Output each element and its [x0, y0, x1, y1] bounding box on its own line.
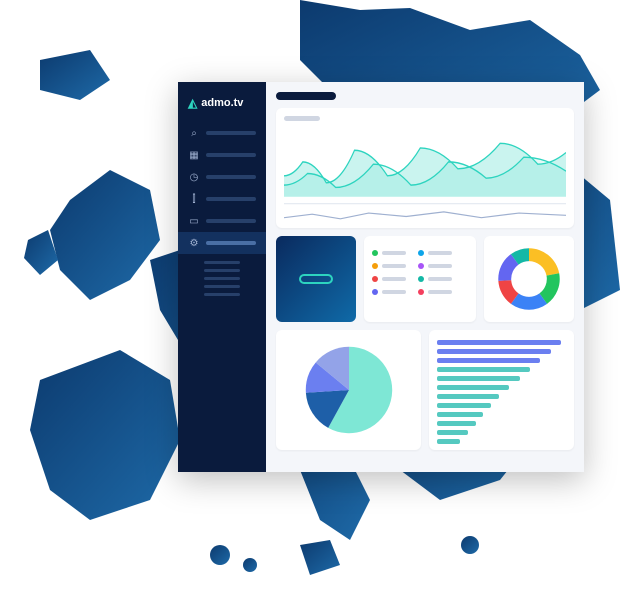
pie-card [276, 330, 421, 450]
area-chart-card [276, 108, 574, 228]
brand: ◭ admo.tv [178, 92, 266, 122]
legend-item [372, 250, 406, 256]
sidebar-item-search[interactable]: ⌕ [178, 122, 266, 144]
sidebar-item-chart[interactable]: ⫿ [178, 188, 266, 210]
legend-item [418, 276, 452, 282]
hbar [437, 394, 499, 399]
hbar [437, 421, 476, 426]
hbar [437, 358, 540, 363]
legend-item [418, 263, 452, 269]
pie-chart [304, 345, 394, 435]
sidebar-item-clock[interactable]: ◷ [178, 166, 266, 188]
metric-chip [299, 274, 333, 284]
brand-logo-icon: ◭ [188, 96, 197, 110]
hbar [437, 349, 551, 354]
sidebar-item-gear[interactable]: ⚙ [178, 232, 266, 254]
donut-chart [497, 247, 561, 311]
legend-item [372, 263, 406, 269]
metric-tile[interactable] [276, 236, 356, 322]
legend-card [364, 236, 476, 322]
clock-icon: ◷ [188, 171, 200, 183]
hbar [437, 412, 483, 417]
monitor-icon: ▭ [188, 215, 200, 227]
dashboard-window: ◭ admo.tv ⌕ ▦ ◷ ⫿ ▭ ⚙ [178, 82, 584, 472]
brand-name: admo.tv [201, 97, 243, 109]
sidebar-item-monitor[interactable]: ▭ [178, 210, 266, 232]
sidebar-item-grid[interactable]: ▦ [178, 144, 266, 166]
hbar [437, 385, 509, 390]
main-panel [266, 82, 584, 472]
chart-icon: ⫿ [188, 193, 200, 205]
sidebar: ◭ admo.tv ⌕ ▦ ◷ ⫿ ▭ ⚙ [178, 82, 266, 472]
grid-icon: ▦ [188, 149, 200, 161]
sidebar-subitem[interactable] [204, 285, 240, 288]
hbar [437, 403, 491, 408]
sidebar-subitem[interactable] [204, 261, 240, 264]
gear-icon: ⚙ [188, 237, 200, 249]
hbar [437, 376, 520, 381]
sidebar-subitem[interactable] [204, 269, 240, 272]
legend-item [418, 250, 452, 256]
page-title [276, 92, 336, 100]
sidebar-subitem[interactable] [204, 277, 240, 280]
search-icon: ⌕ [188, 127, 200, 139]
hbar [437, 340, 561, 345]
legend-item [418, 289, 452, 295]
sidebar-subitem[interactable] [204, 293, 240, 296]
legend-item [372, 276, 406, 282]
legend-item [372, 289, 406, 295]
sidebar-subnav [178, 254, 266, 303]
hbar [437, 430, 468, 435]
donut-card [484, 236, 574, 322]
hbar-chart [437, 340, 566, 444]
area-chart [284, 127, 566, 220]
hbar [437, 367, 530, 372]
topbar [276, 92, 574, 100]
sidebar-nav: ⌕ ▦ ◷ ⫿ ▭ ⚙ [178, 122, 266, 254]
area-chart-title [284, 116, 320, 121]
hbar-card [429, 330, 574, 450]
hbar [437, 439, 460, 444]
